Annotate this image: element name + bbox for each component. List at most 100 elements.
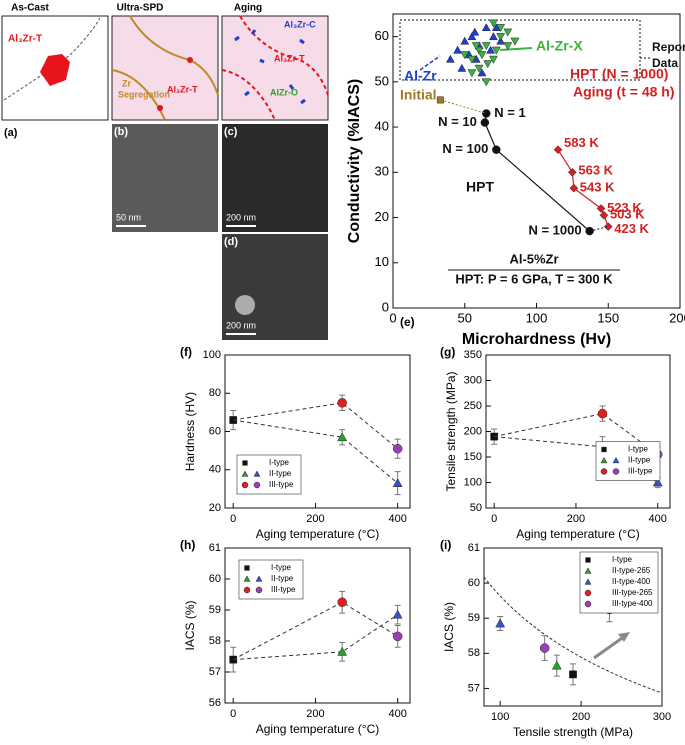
point xyxy=(491,46,501,55)
point-label: 563 K xyxy=(578,163,613,178)
point xyxy=(453,45,462,54)
point xyxy=(568,167,577,177)
schematic-c: Aging Al₃Zr-C Al₃Zr-T AlZr-O xyxy=(221,3,329,121)
y-tick-label: 350 xyxy=(464,349,482,361)
x-tick-label: 400 xyxy=(649,513,667,525)
y-tick-label: 10 xyxy=(375,254,389,269)
point xyxy=(569,670,577,679)
y-tick-label: 50 xyxy=(375,73,389,88)
point-label: N = 1000 xyxy=(528,223,581,238)
legend-marker xyxy=(612,468,620,475)
y-tick-label: 20 xyxy=(209,502,221,514)
y-axis-label: IACS (%) xyxy=(183,600,197,650)
point xyxy=(599,210,609,220)
legend-marker xyxy=(601,446,607,453)
series-line xyxy=(484,113,590,232)
x-tick-label: 0 xyxy=(230,708,236,720)
legend-marker xyxy=(242,460,248,466)
x-tick-label: 200 xyxy=(669,310,685,325)
point-label: N = 100 xyxy=(442,141,488,156)
x-tick-label: 300 xyxy=(653,711,671,723)
y-axis-label: Hardness (HV) xyxy=(183,392,197,471)
legend-marker xyxy=(585,557,591,563)
point xyxy=(597,408,608,419)
point xyxy=(474,46,484,55)
legend-label: III-type-400 xyxy=(612,599,653,608)
legend-marker xyxy=(244,565,250,571)
legend-label: II-type xyxy=(271,574,294,583)
y-axis-label: Conductivity (%IACS) xyxy=(346,79,363,243)
point xyxy=(496,33,506,42)
point xyxy=(467,32,477,41)
panel-title: Ultra-SPD xyxy=(117,3,164,14)
y-tick-label: 59 xyxy=(468,612,480,624)
series-label: HPT (N = 1000) xyxy=(570,66,668,82)
legend-box xyxy=(238,559,304,600)
arrow xyxy=(593,634,626,660)
legend-marker xyxy=(253,470,261,477)
particle xyxy=(157,105,163,111)
frame xyxy=(221,15,329,121)
x-tick-label: 200 xyxy=(567,513,585,525)
x-tick-label: 50 xyxy=(458,310,472,325)
phase-label: AlZr-O xyxy=(270,87,298,97)
point xyxy=(471,42,481,51)
y-tick-label: 40 xyxy=(209,464,221,476)
series-label: Initial xyxy=(400,87,437,103)
point-label: N = 1 xyxy=(494,105,525,120)
legend-label: II-type-265 xyxy=(612,566,651,575)
point xyxy=(481,78,491,87)
legend-label: III-type-265 xyxy=(612,588,653,597)
point xyxy=(392,478,403,487)
dotted-link xyxy=(440,99,487,114)
y-tick-label: 300 xyxy=(464,374,482,386)
annotation: Al-5%Zr xyxy=(509,251,558,266)
point xyxy=(551,660,562,670)
micrographs: (b) (c) (d) 50 nm 200 nm 200 nm xyxy=(112,124,328,340)
plot-frame xyxy=(224,547,411,704)
legend-box xyxy=(595,441,661,481)
legend-label: III-type xyxy=(269,480,294,489)
dashed-line xyxy=(494,413,659,455)
point xyxy=(229,416,238,424)
plot-frame xyxy=(483,547,663,707)
panel-label: (d) xyxy=(224,236,238,248)
particle xyxy=(235,295,255,315)
point xyxy=(392,609,403,619)
micrograph xyxy=(222,124,328,232)
annotation: Reported xyxy=(652,40,685,54)
x-axis-label: Aging temperature (°C) xyxy=(256,527,380,541)
y-tick-label: 40 xyxy=(375,119,389,134)
point xyxy=(483,60,493,69)
x-tick-label: 400 xyxy=(388,513,406,525)
legend-label: I-type xyxy=(269,458,290,467)
legend-marker xyxy=(584,567,592,574)
y-tick-label: 100 xyxy=(464,476,482,488)
series-label: Al-Zr-X xyxy=(536,38,583,54)
micrograph xyxy=(112,124,218,232)
panel-label: (f) xyxy=(180,345,192,359)
x-axis-label: Microhardness (Hv) xyxy=(462,331,611,348)
point xyxy=(470,27,480,36)
phase-label: Al₃Zr-T xyxy=(8,34,42,45)
legend-marker xyxy=(243,586,251,594)
point xyxy=(492,145,501,154)
trend-curve xyxy=(483,576,663,694)
panel-title: As-Cast xyxy=(11,3,49,14)
point xyxy=(460,51,470,60)
y-tick-label: 56 xyxy=(209,697,221,709)
point-label: 423 K xyxy=(614,221,649,236)
point xyxy=(539,643,550,653)
y-tick-label: 59 xyxy=(209,604,221,616)
point xyxy=(503,28,513,37)
panel-label: (b) xyxy=(114,126,128,138)
phase-label: Al₃Zr-C xyxy=(284,19,316,29)
point xyxy=(585,226,594,236)
y-tick-label: 60 xyxy=(375,28,389,43)
x-tick-label: 150 xyxy=(597,310,619,325)
panel-label: (h) xyxy=(180,538,195,552)
y-tick-label: 61 xyxy=(468,542,480,554)
x-tick-label: 200 xyxy=(306,708,324,720)
x-tick-label: 0 xyxy=(389,310,396,325)
